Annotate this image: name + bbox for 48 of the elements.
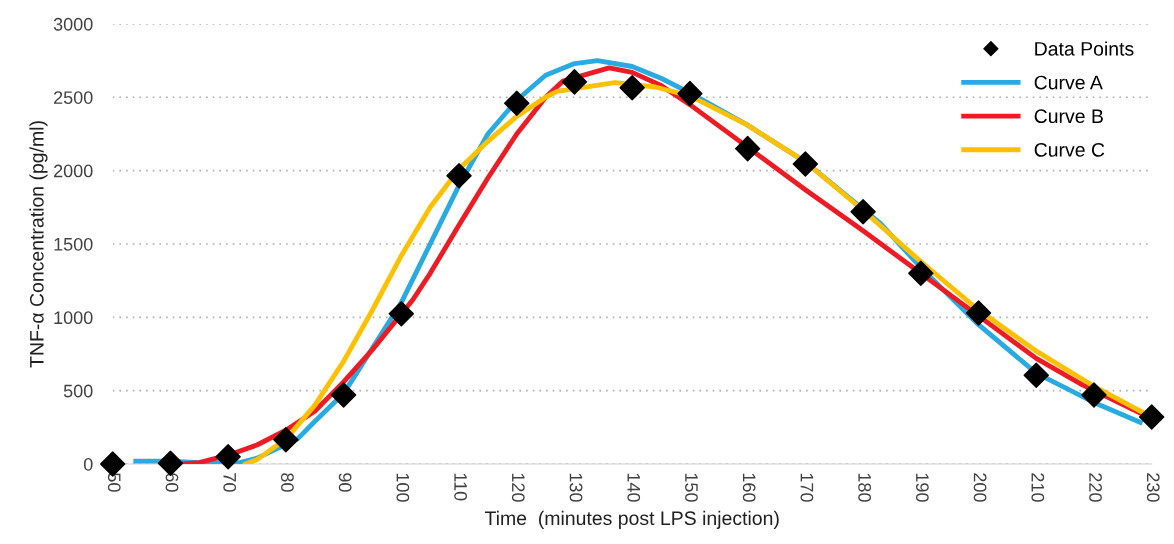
legend-label: Curve B <box>1034 109 1103 124</box>
x-tick-label: 110 <box>454 473 467 501</box>
y-tick-label: 500 <box>63 384 93 398</box>
x-tick-label: 230 <box>1146 473 1160 502</box>
point <box>561 69 588 95</box>
x-tick-label: 210 <box>1031 473 1045 502</box>
point <box>504 90 530 116</box>
point <box>734 135 761 162</box>
point <box>677 80 703 107</box>
point <box>215 443 241 470</box>
point <box>1138 404 1165 430</box>
x-tick-label: 70 <box>223 473 237 492</box>
x-tick-label: 150 <box>685 473 698 502</box>
x-tick-label: 200 <box>973 473 987 502</box>
y-tick-label: 2000 <box>54 164 93 178</box>
x-tick-label: 50 <box>107 473 121 492</box>
point <box>1081 382 1107 408</box>
point <box>330 382 357 408</box>
point <box>965 300 992 326</box>
point <box>446 163 472 189</box>
x-tick-label: 180 <box>858 473 872 502</box>
x-tick-label: 90 <box>338 473 352 492</box>
x-tick-label: 130 <box>569 473 583 502</box>
y-tick-label: 3000 <box>53 17 93 31</box>
x-tick-label: 170 <box>800 473 814 502</box>
x-tick-label: 220 <box>1089 473 1102 502</box>
legend-label: Curve C <box>1034 142 1105 157</box>
y-tick-label: 1500 <box>54 237 93 251</box>
point <box>850 198 876 225</box>
x-tick-label: 120 <box>511 473 525 502</box>
x-tick-label: 140 <box>627 473 641 502</box>
point <box>1023 362 1049 389</box>
y-tick-label: 1000 <box>54 311 93 325</box>
point <box>908 260 934 287</box>
point <box>792 151 819 177</box>
legend-label: Data Points <box>1035 41 1134 56</box>
point <box>273 427 299 453</box>
y-tick-label: 0 <box>83 457 93 471</box>
x-tick-label: 80 <box>281 473 294 492</box>
y-axis-title: TNF-α Concentration (pg/ml) <box>29 121 48 368</box>
x-tick-label: 160 <box>742 473 756 502</box>
point <box>619 75 645 101</box>
x-axis-title: Time (minutes post LPS injection) <box>484 510 779 529</box>
x-tick-label: 190 <box>915 473 929 502</box>
legend-label: Curve A <box>1034 75 1103 90</box>
y-tick-label: 2500 <box>54 91 93 105</box>
x-tick-label: 100 <box>396 473 410 502</box>
point <box>388 300 415 327</box>
